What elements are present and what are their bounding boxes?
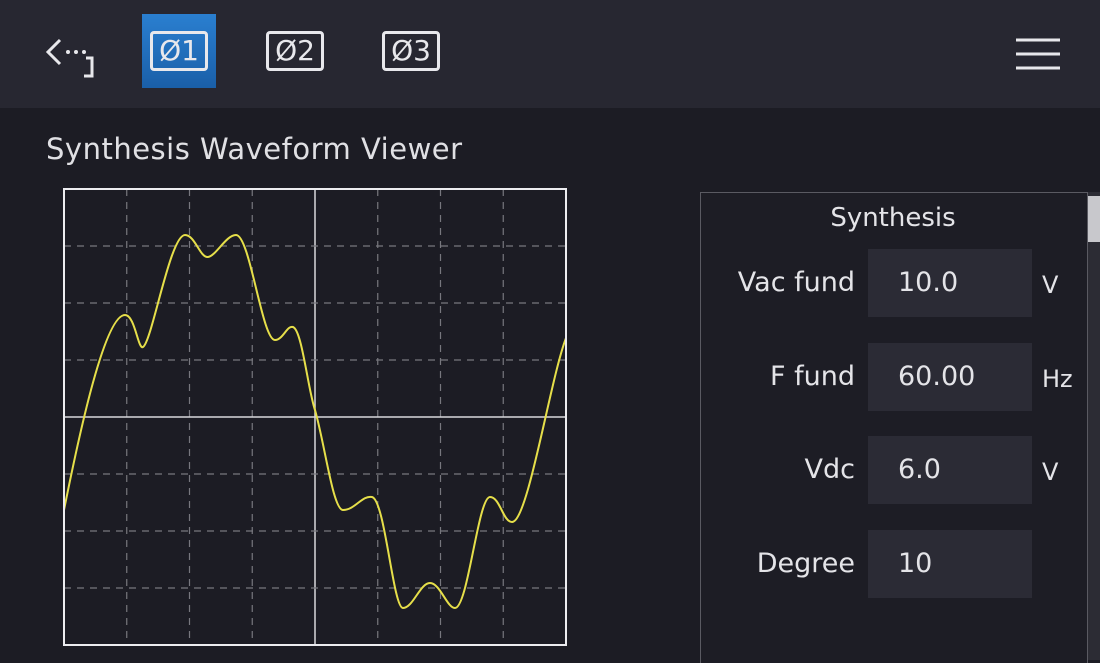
- tab-label: Ø3: [382, 31, 440, 71]
- field-label: Degree: [756, 548, 855, 580]
- field-label: Vdc: [804, 454, 855, 486]
- phase-tab[interactable]: Ø2: [258, 14, 332, 88]
- field-input[interactable]: 10: [868, 530, 1032, 599]
- scrollbar-thumb[interactable]: [1088, 196, 1100, 242]
- tab-label: Ø2: [266, 31, 324, 71]
- phase-tab[interactable]: Ø1: [142, 14, 216, 88]
- viewer-title: Synthesis Waveform Viewer: [46, 132, 463, 166]
- waveform-plot: [63, 188, 567, 646]
- plot-frame: [63, 188, 567, 646]
- top-bar: Ø1 Ø2 Ø3: [0, 0, 1100, 108]
- grid: [64, 189, 566, 645]
- phase-tab[interactable]: Ø3: [374, 14, 448, 88]
- menu-button[interactable]: [1014, 36, 1062, 72]
- field-label: Vac fund: [737, 267, 855, 298]
- panel-title: Synthesis: [830, 203, 956, 233]
- field-unit: V: [1042, 458, 1059, 487]
- waveform: [63, 233, 567, 610]
- field-label: F fund: [770, 360, 855, 392]
- field-unit: V: [1042, 271, 1059, 299]
- field-input[interactable]: 60.00: [868, 342, 1032, 411]
- tab-label: Ø1: [150, 31, 208, 71]
- field-input[interactable]: 10.0: [868, 249, 1032, 317]
- back-button[interactable]: [40, 32, 100, 82]
- field-input[interactable]: 6.0: [868, 436, 1032, 505]
- field-unit: Hz: [1042, 364, 1073, 393]
- scrollbar: [1088, 192, 1100, 660]
